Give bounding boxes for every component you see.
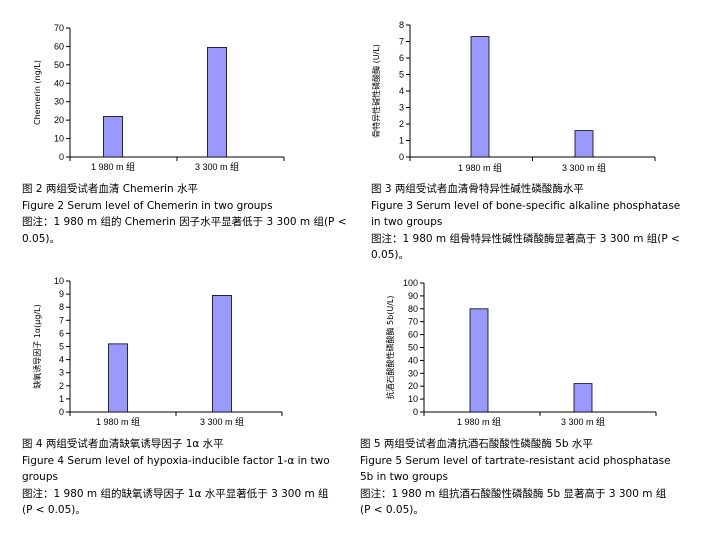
x-category-label: 3 300 m 组 [561, 416, 605, 427]
y-tick-label: 70 [54, 23, 64, 33]
y-axis-title: 缺氧诱导因子 1α(μg/L) [32, 304, 42, 388]
y-tick-label: 5 [399, 70, 404, 80]
x-category-label: 3 300 m 组 [562, 162, 606, 173]
figure-2-caption-note: 图注：1 980 m 组的 Chemerin 因子水平显著低于 3 300 m … [22, 216, 347, 228]
bar-3300m [574, 130, 594, 158]
y-tick-label: 60 [54, 41, 64, 51]
y-tick-label: 10 [54, 276, 64, 286]
y-tick-label: 6 [59, 328, 64, 338]
chemerin-bar-chart: 0 10 20 30 40 50 60 70 1 980 m 组 3 300 m 组 Chemeri… [33, 23, 285, 172]
figure-3: 0 1 2 3 4 5 6 7 8 1 980 m 组 3 300 m 组 骨特异性碱性磷酸酶 (U/… [352, 0, 703, 268]
x-category-label: 1 980 m 组 [96, 416, 140, 427]
bone-alp-bar-chart: 0 1 2 3 4 5 6 7 8 1 980 m 组 3 300 m 组 骨特异性碱性磷酸酶 (U/… [371, 20, 656, 173]
figure-5: 0 10 20 30 40 50 60 70 80 90 100 1 980 m 组 3 300 m 组… [352, 268, 703, 536]
y-tick-label: 0 [413, 407, 418, 417]
figure-3-caption-note-cont: 0.05)。 [371, 249, 409, 261]
figure-4-caption-title-en: Figure 4 Serum level of hypoxia-inducibl… [22, 454, 330, 467]
y-tick-label: 1 [399, 136, 404, 146]
y-tick-label: 5 [59, 342, 64, 352]
bar-1980m [469, 308, 489, 413]
y-tick-label: 8 [59, 302, 64, 312]
figure-4-caption-title-cn: 图 4 两组受试者血清缺氧诱导因子 1α 水平 [22, 438, 224, 450]
y-tick-label: 1 [59, 394, 64, 404]
y-tick-label: 2 [59, 381, 64, 391]
y-tick-label: 100 [403, 278, 418, 288]
y-tick-label: 10 [408, 394, 418, 404]
y-tick-label: 10 [54, 134, 64, 144]
y-tick-label: 30 [54, 97, 64, 107]
y-tick-label: 7 [59, 315, 64, 325]
y-tick-label: 4 [59, 355, 64, 365]
figure-2-caption-note-cont: 0.05)。 [22, 232, 60, 245]
x-category-label: 1 980 m 组 [458, 162, 502, 173]
figure-3-caption-title-cn: 图 3 两组受试者血清骨特异性碱性磷酸酶水平 [371, 183, 584, 195]
x-category-label: 3 300 m 组 [195, 161, 239, 172]
figure-4: 0 1 2 3 4 5 6 7 8 9 10 1 980 m 组 3 300 m 组 缺氧诱导因子 1α(… [0, 268, 352, 536]
y-tick-label: 70 [408, 317, 418, 327]
figure-3-caption-note: 图注：1 980 m 组骨特异性碱性磷酸酶显著高于 3 300 m 组(P < [371, 232, 680, 245]
y-tick-label: 9 [59, 289, 64, 299]
figure-5-caption-title-en: Figure 5 Serum level of tartrate-resista… [360, 454, 671, 467]
y-axis-title: 抗酒石酸酸性磷酸酶 5b(U/L) [385, 296, 395, 400]
y-tick-label: 0 [59, 152, 64, 162]
y-tick-label: 40 [54, 78, 64, 88]
figure-5-caption-title-en-cont: 5b in two groups [360, 471, 449, 483]
y-tick-label: 20 [54, 115, 64, 125]
y-tick-label: 2 [399, 119, 404, 129]
y-tick-label: 7 [399, 37, 404, 47]
figure-4-caption-note-cont: (P < 0.05)。 [22, 504, 86, 516]
figure-4-caption: 图 4 两组受试者血清缺氧诱导因子 1α 水平 Figure 4 Serum l… [22, 436, 330, 519]
y-tick-label: 0 [59, 407, 64, 417]
y-tick-label: 3 [59, 368, 64, 378]
x-category-label: 1 980 m 组 [91, 161, 135, 172]
x-category-label: 1 980 m 组 [457, 416, 501, 427]
y-tick-label: 50 [54, 60, 64, 70]
y-tick-label: 40 [408, 355, 418, 365]
y-axis-title: Chemerin (ng/L) [33, 60, 42, 125]
figure-4-caption-note: 图注：1 980 m 组的缺氧诱导因子 1α 水平显著低于 3 300 m 组 [22, 487, 329, 500]
y-tick-label: 6 [399, 53, 404, 63]
figure-2-caption-title-en: Figure 2 Serum level of Chemerin in two … [22, 199, 273, 212]
bar-1980m [108, 343, 128, 413]
bar-1980m [103, 116, 123, 158]
y-tick-label: 3 [399, 103, 404, 113]
y-tick-label: 20 [408, 381, 418, 391]
x-category-label: 3 300 m 组 [200, 416, 244, 427]
y-tick-label: 8 [399, 20, 404, 30]
hif-1a-bar-chart: 0 1 2 3 4 5 6 7 8 9 10 1 980 m 组 3 300 m 组 缺氧诱导因子 1α(… [32, 276, 283, 427]
y-tick-label: 80 [408, 304, 418, 314]
bar-1980m [470, 36, 490, 158]
bar-3300m [207, 46, 227, 158]
y-tick-label: 0 [399, 152, 404, 162]
figure-2-caption-title-cn: 图 2 两组受试者血清 Chemerin 水平 [22, 183, 199, 195]
figure-4-caption-title-en-cont: groups [22, 471, 58, 483]
bar-3300m [573, 383, 593, 413]
figure-3-caption-title-en: Figure 3 Serum level of bone-specific al… [371, 199, 681, 212]
figure-5-caption-note-cont: (P < 0.05)。 [360, 504, 424, 516]
figure-5-caption-title-cn: 图 5 两组受试者血清抗酒石酸酸性磷酸酶 5b 水平 [360, 438, 593, 450]
figure-2-caption: 图 2 两组受试者血清 Chemerin 水平 Figure 2 Serum l… [22, 181, 347, 247]
y-tick-label: 50 [408, 343, 418, 353]
y-tick-label: 90 [408, 291, 418, 301]
figure-5-caption: 图 5 两组受试者血清抗酒石酸酸性磷酸酶 5b 水平 Figure 5 Seru… [360, 436, 671, 519]
figure-5-caption-note: 图注：1 980 m 组抗酒石酸酸性磷酸酶 5b 显著高于 3 300 m 组 [360, 487, 667, 500]
figure-3-caption: 图 3 两组受试者血清骨特异性碱性磷酸酶水平 Figure 3 Serum le… [371, 181, 680, 264]
y-axis-title: 骨特异性碱性磷酸酶 (U/L) [371, 44, 381, 138]
y-tick-label: 4 [399, 86, 404, 96]
bar-3300m [212, 295, 232, 413]
figure-3-caption-title-en-cont: in two groups [371, 216, 443, 228]
figure-2: 0 10 20 30 40 50 60 70 1 980 m 组 3 300 m 组 Chemeri… [0, 0, 352, 268]
y-tick-label: 30 [408, 368, 418, 378]
y-tick-label: 60 [408, 330, 418, 340]
tracp-5b-bar-chart: 0 10 20 30 40 50 60 70 80 90 100 1 980 m 组 3 300 m 组… [385, 278, 657, 427]
